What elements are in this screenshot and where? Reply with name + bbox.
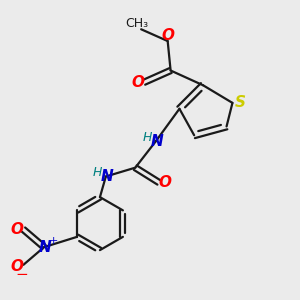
Text: O: O <box>161 28 174 43</box>
Text: +: + <box>49 236 58 246</box>
Text: O: O <box>159 175 172 190</box>
Text: O: O <box>131 75 144 90</box>
Text: CH₃: CH₃ <box>125 17 148 31</box>
Text: S: S <box>234 95 245 110</box>
Text: −: − <box>16 267 28 282</box>
Text: H: H <box>143 131 152 144</box>
Text: N: N <box>101 169 114 184</box>
Text: O: O <box>11 259 23 274</box>
Text: O: O <box>11 222 23 237</box>
Text: N: N <box>39 240 52 255</box>
Text: H: H <box>93 167 102 179</box>
Text: N: N <box>151 134 164 149</box>
